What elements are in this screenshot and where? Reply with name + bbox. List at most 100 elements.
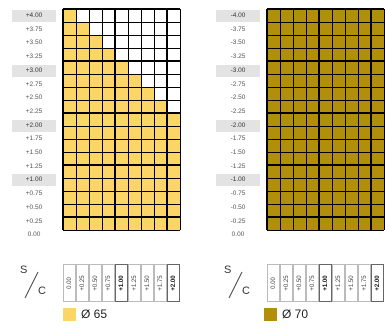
grid-cell-available <box>358 139 371 152</box>
grid-cell-available <box>332 178 345 191</box>
grid-cell-empty <box>167 74 180 87</box>
grid-cell-available <box>89 204 102 217</box>
grid-cell-available <box>371 100 384 113</box>
cylinder-label-text: +0.50 <box>296 275 303 291</box>
grid-cell-available <box>371 61 384 74</box>
sphere-label: +1.50 <box>25 149 43 156</box>
grid-cell-empty <box>154 74 167 87</box>
grid-cell-available <box>371 87 384 100</box>
grid-cell-available <box>267 126 280 139</box>
grid-line <box>318 9 320 230</box>
grid-line <box>267 60 384 62</box>
grid-cell-available <box>76 178 89 191</box>
grid-cell-available <box>128 165 141 178</box>
grid-cell-available <box>293 139 306 152</box>
grid-cell-available <box>63 22 76 35</box>
grid-line <box>267 100 384 101</box>
legend-swatch-65 <box>63 308 76 321</box>
grid-cell-available <box>332 126 345 139</box>
grid-cell-available <box>345 178 358 191</box>
grid-cell-available <box>267 191 280 204</box>
sphere-label: +0.50 <box>25 203 43 211</box>
grid-cell-empty <box>154 87 167 100</box>
grid-cell-available <box>280 35 293 48</box>
grid-cell-available <box>154 126 167 139</box>
grid-cell-available <box>76 165 89 178</box>
grid-cell-available <box>345 35 358 48</box>
grid-cell-available <box>89 35 102 48</box>
grid-line <box>267 35 384 36</box>
sphere-label: -2.50 <box>230 94 246 102</box>
grid-cell-empty <box>167 35 180 48</box>
cylinder-label: 0.00 <box>63 264 76 302</box>
grid-cell-empty <box>115 35 128 48</box>
grid-cell-available <box>293 22 306 35</box>
grid-cell-available <box>358 178 371 191</box>
grid-cell-empty <box>141 22 154 35</box>
grid-cell-available <box>128 126 141 139</box>
grid-cell-available <box>280 165 293 178</box>
grid-cell-available <box>102 139 115 152</box>
grid-cell-available <box>358 152 371 165</box>
sphere-label: +3.25 <box>25 53 43 61</box>
grid-cell-available <box>102 87 115 100</box>
grid-line <box>63 100 180 101</box>
cylinder-label: 0.00 <box>267 264 280 302</box>
grid-cell-available <box>141 204 154 217</box>
cylinder-label-text: +0.50 <box>92 275 99 291</box>
grid-cell-available <box>76 139 89 152</box>
grid-cell-available <box>332 35 345 48</box>
grid-cell-available <box>63 113 76 126</box>
grid-line <box>102 9 103 230</box>
grid-cell-available <box>371 191 384 204</box>
grid-cell-available <box>167 152 180 165</box>
grid-cell-available <box>358 87 371 100</box>
grid-cell-available <box>306 61 319 74</box>
grid-line <box>141 9 142 230</box>
grid-cell-available <box>306 100 319 113</box>
grid-cell-empty <box>154 22 167 35</box>
grid-cell-available <box>371 9 384 22</box>
grid-cell-available <box>128 152 141 165</box>
cylinder-label-text: 0.00 <box>66 277 73 289</box>
grid-cell-available <box>358 22 371 35</box>
grid-cell-available <box>306 48 319 61</box>
grid-cell-available <box>332 9 345 22</box>
grid-line <box>267 48 384 49</box>
grid-cell-empty <box>115 48 128 61</box>
grid-cell-available <box>267 74 280 87</box>
grid-line <box>358 9 359 230</box>
grid-cell-available <box>128 217 141 230</box>
grid-cell-available <box>167 139 180 152</box>
grid-cell-available <box>115 139 128 152</box>
grid-cell-available <box>319 126 332 139</box>
grid-cell-available <box>371 204 384 217</box>
grid-line <box>280 9 281 230</box>
sphere-label: +0.75 <box>25 190 43 198</box>
grid-cell-available <box>371 165 384 178</box>
grid-cell-available <box>167 191 180 204</box>
grid-line <box>266 9 268 230</box>
grid-cell-available <box>293 87 306 100</box>
sphere-label: -3.25 <box>230 53 246 61</box>
grid-cell-available <box>371 178 384 191</box>
legend-swatch-70 <box>264 308 277 321</box>
grid-cell-available <box>89 165 102 178</box>
grid-cell-available <box>115 152 128 165</box>
grid-cell-empty <box>154 35 167 48</box>
grid-line <box>267 8 384 10</box>
grid-cell-available <box>89 152 102 165</box>
grid-cell-available <box>89 191 102 204</box>
cylinder-label-text: +2.00 <box>170 275 177 291</box>
grid-line <box>267 178 384 179</box>
grid-cell-empty <box>141 61 154 74</box>
grid-cell-available <box>371 139 384 152</box>
grid-cell-available <box>306 87 319 100</box>
cylinder-label: +2.00 <box>167 264 180 302</box>
grid-cell-available <box>345 204 358 217</box>
sphere-label: -0.25 <box>230 217 246 225</box>
grid-cell-available <box>154 217 167 230</box>
sphere-label: +3.50 <box>25 39 43 47</box>
grid-cell-available <box>358 204 371 217</box>
